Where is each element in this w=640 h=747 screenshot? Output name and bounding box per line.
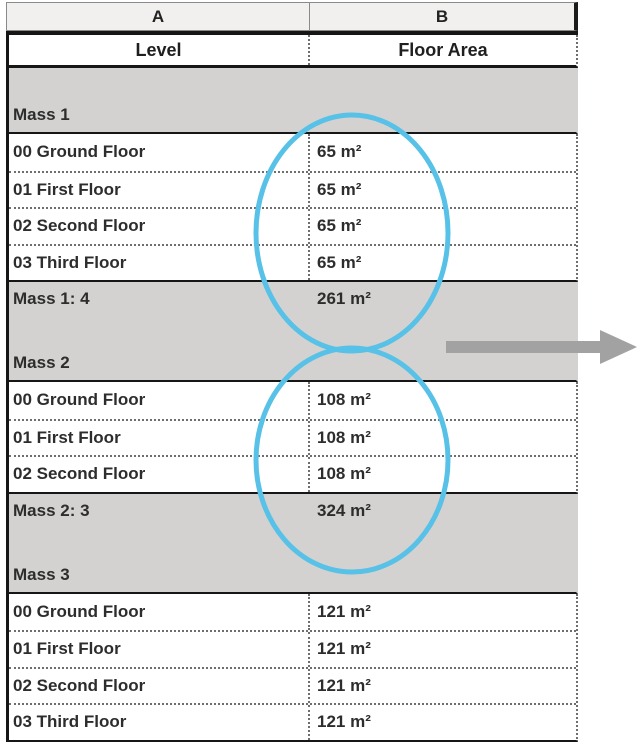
schedule-header-row: Level Floor Area: [9, 35, 578, 68]
level-cell: 00 Ground Floor: [9, 134, 310, 171]
floor-area-cell: 65 m²: [317, 179, 362, 199]
floor-area-cell: 108 m²: [317, 390, 371, 410]
level-cell: 02 Second Floor: [9, 209, 310, 244]
level-cell: 02 Second Floor: [9, 457, 310, 492]
group-band: Mass 1: [9, 68, 578, 134]
group-label[interactable]: Mass 2: [13, 353, 70, 372]
floor-area-cell: 121 m²: [317, 639, 371, 659]
column-header-b[interactable]: B: [435, 6, 449, 26]
subtotal-label: Mass 1: 4: [13, 289, 90, 308]
floor-area-cell: 121 m²: [317, 601, 371, 621]
floor-area-cell: 108 m²: [317, 427, 371, 447]
column-header-a[interactable]: A: [7, 3, 310, 30]
subtotal-value: 324 m²: [317, 500, 371, 520]
level-cell: 03 Third Floor: [9, 705, 310, 740]
subtotal-row[interactable]: Mass 1: 4 261 m²: [9, 282, 576, 309]
schedule-row[interactable]: 01 First Floor 65 m²: [9, 170, 576, 207]
spreadsheet-column-letter-row: A B: [6, 2, 578, 31]
level-cell: 01 First Floor: [9, 420, 310, 455]
subtotal-row[interactable]: Mass 2: 3 324 m²: [9, 494, 576, 521]
level-cell: 00 Ground Floor: [9, 382, 310, 419]
subtotal-label: Mass 2: 3: [13, 500, 90, 520]
schedule-row[interactable]: 01 First Floor 108 m²: [9, 418, 576, 455]
level-cell: 00 Ground Floor: [9, 593, 310, 630]
schedule-row[interactable]: 00 Ground Floor 121 m²: [9, 593, 576, 630]
schedule-row[interactable]: 00 Ground Floor 108 m²: [9, 382, 576, 419]
group-band: Mass 1: 4 261 m² Mass 2: [9, 282, 578, 382]
floor-area-schedule-table: A B Level Floor Area Mass 1 00 Ground Flo…: [6, 2, 578, 742]
arrow-head: [600, 330, 637, 364]
group-rows: 00 Ground Floor 121 m² 01 First Floor 121 m…: [9, 593, 578, 742]
schedule-row[interactable]: 01 First Floor 121 m²: [9, 630, 576, 667]
header-level[interactable]: Level: [9, 35, 310, 65]
group-label[interactable]: Mass 1: [13, 105, 70, 124]
group-rows: 00 Ground Floor 108 m² 01 First Floor 108 m…: [9, 382, 578, 494]
floor-area-cell: 108 m²: [317, 464, 371, 484]
group-band: Mass 2: 3 324 m² Mass 3: [9, 493, 578, 594]
schedule-row[interactable]: 03 Third Floor 65 m²: [9, 243, 576, 280]
subtotal-value: 261 m²: [317, 289, 371, 308]
floor-area-cell: 65 m²: [317, 142, 362, 162]
level-cell: 01 First Floor: [9, 632, 310, 667]
group-label[interactable]: Mass 3: [13, 564, 70, 584]
schedule-row[interactable]: 02 Second Floor 65 m²: [9, 207, 576, 244]
schedule-row[interactable]: 02 Second Floor 108 m²: [9, 455, 576, 492]
group-rows: 00 Ground Floor 65 m² 01 First Floor 65 m² 0…: [9, 134, 578, 282]
floor-area-cell: 121 m²: [317, 675, 371, 695]
header-floor-area[interactable]: Floor Area: [398, 39, 488, 60]
schedule-row[interactable]: 03 Third Floor 121 m²: [9, 703, 576, 740]
schedule-body: Level Floor Area Mass 1 00 Ground Floor 65…: [6, 31, 578, 742]
level-cell: 01 First Floor: [9, 172, 310, 207]
floor-area-cell: 65 m²: [317, 216, 362, 236]
floor-area-cell: 121 m²: [317, 712, 371, 732]
level-cell: 03 Third Floor: [9, 245, 310, 280]
level-cell: 02 Second Floor: [9, 668, 310, 703]
schedule-row[interactable]: 00 Ground Floor 65 m²: [9, 134, 576, 171]
schedule-row[interactable]: 02 Second Floor 121 m²: [9, 666, 576, 703]
floor-area-cell: 65 m²: [317, 252, 362, 272]
